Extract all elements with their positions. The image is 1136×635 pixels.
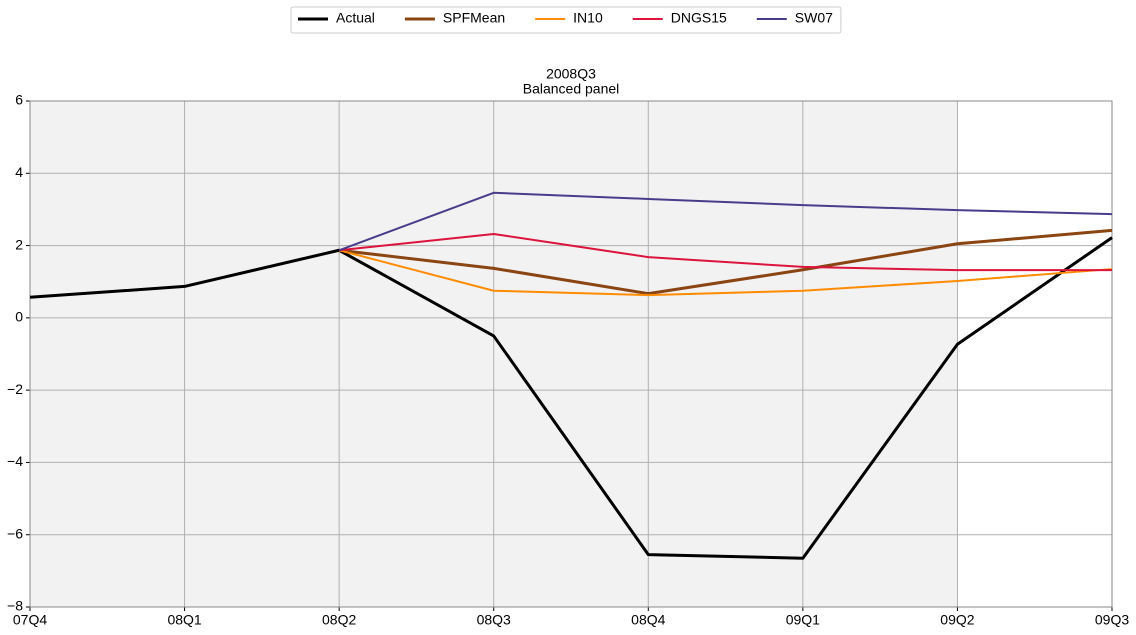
y-tick-label: 0 [15,309,23,325]
chart-title: 2008Q3 [546,66,596,82]
legend-label: Actual [336,10,375,26]
x-tick-label: 09Q3 [1095,612,1129,628]
legend-label: IN10 [573,10,603,26]
x-tick-label: 08Q3 [477,612,511,628]
series-line [29,236,1113,560]
series-line [338,228,1113,296]
x-tick-label: 08Q1 [167,612,201,628]
x-tick-label: 08Q2 [322,612,356,628]
y-tick-label: 2 [15,236,23,252]
x-tick-label: 07Q4 [13,612,47,628]
legend-box [290,6,842,34]
y-tick-label: 4 [15,164,23,180]
x-tick-label: 08Q4 [631,612,665,628]
legend-label: SW07 [795,10,833,26]
y-tick-label: −2 [7,381,23,397]
x-tick-label: 09Q2 [940,612,974,628]
chart-subtitle: Balanced panel [523,81,620,97]
y-tick-label: −6 [7,525,23,541]
y-tick-label: −4 [7,453,23,469]
x-tick-label: 09Q1 [786,612,820,628]
series-line [338,249,1113,297]
legend-label: DNGS15 [671,10,727,26]
legend-label: SPFMean [443,10,505,26]
series-line [339,233,1112,272]
y-tick-label: −8 [7,598,23,614]
series-line [338,191,1113,252]
legend: Actual SPFMean IN10 DNGS15 SW07 [290,6,842,34]
plot-frame [29,100,1113,608]
y-tick-label: 6 [15,92,23,108]
